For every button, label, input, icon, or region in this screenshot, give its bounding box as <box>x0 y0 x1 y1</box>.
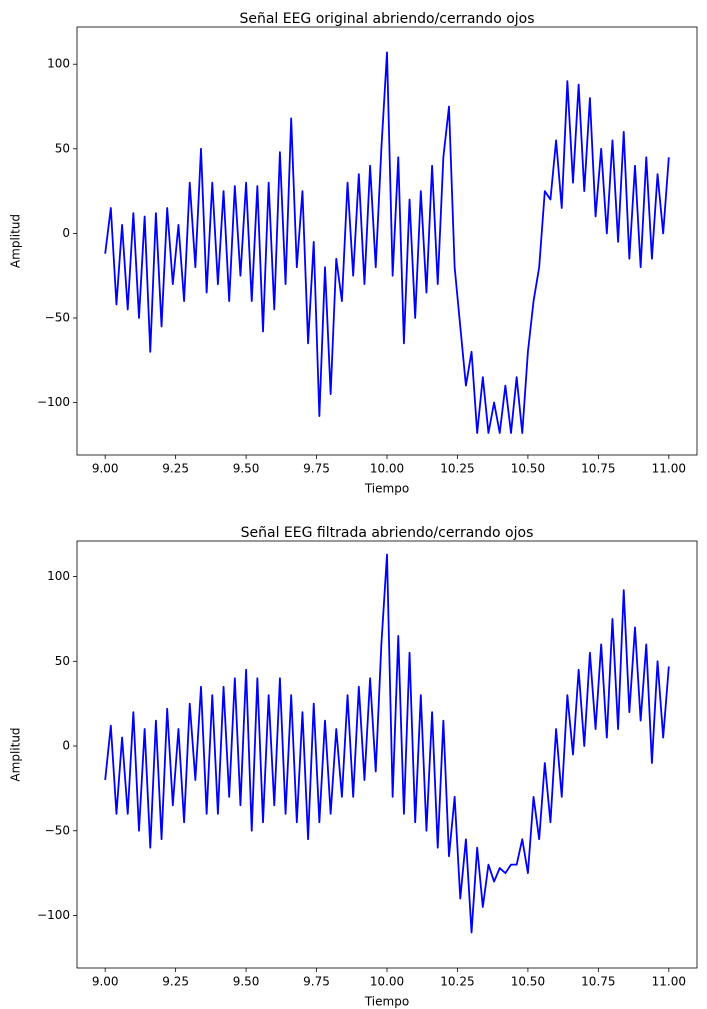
y-tick-label: 100 <box>47 57 70 71</box>
x-tick-label: 10.25 <box>440 462 474 476</box>
chart-title: Señal EEG original abriendo/cerrando ojo… <box>239 11 534 27</box>
y-tick-label: −100 <box>37 908 70 922</box>
subplot: Señal EEG original abriendo/cerrando ojo… <box>9 11 698 496</box>
x-tick-label: 9.00 <box>92 975 119 989</box>
y-tick-label: 0 <box>62 226 70 240</box>
x-tick-label: 10.25 <box>440 975 474 989</box>
x-tick-label: 10.00 <box>370 975 404 989</box>
y-tick-label: 50 <box>55 141 70 155</box>
x-tick-label: 9.50 <box>233 975 260 989</box>
plot-area <box>104 553 670 934</box>
y-axis-label: Amplitud <box>9 727 23 781</box>
x-tick-label: 9.25 <box>162 975 189 989</box>
x-axis-label: Tiempo <box>364 995 409 1009</box>
y-tick-label: −100 <box>37 395 70 409</box>
x-tick-label: 10.75 <box>581 462 615 476</box>
plot-area <box>104 51 670 434</box>
x-tick-label: 9.75 <box>303 462 330 476</box>
y-tick-label: 50 <box>55 654 70 668</box>
chart-title: Señal EEG filtrada abriendo/cerrando ojo… <box>241 525 534 541</box>
signal-line <box>104 51 670 434</box>
x-tick-label: 9.50 <box>233 462 260 476</box>
x-tick-label: 10.50 <box>511 975 545 989</box>
signal-line <box>104 553 670 934</box>
x-tick-label: 9.25 <box>162 462 189 476</box>
x-axis-label: Tiempo <box>364 482 409 496</box>
y-tick-label: 0 <box>62 739 70 753</box>
subplot: Señal EEG filtrada abriendo/cerrando ojo… <box>9 525 698 1009</box>
x-tick-label: 11.00 <box>652 975 686 989</box>
x-tick-label: 10.75 <box>581 975 615 989</box>
x-tick-label: 10.50 <box>511 462 545 476</box>
x-tick-label: 11.00 <box>652 462 686 476</box>
y-tick-label: 100 <box>47 569 70 583</box>
y-axis-label: Amplitud <box>9 214 23 268</box>
y-tick-label: −50 <box>45 823 70 837</box>
y-tick-label: −50 <box>45 310 70 324</box>
x-tick-label: 9.75 <box>303 975 330 989</box>
x-tick-label: 10.00 <box>370 462 404 476</box>
x-tick-label: 9.00 <box>92 462 119 476</box>
